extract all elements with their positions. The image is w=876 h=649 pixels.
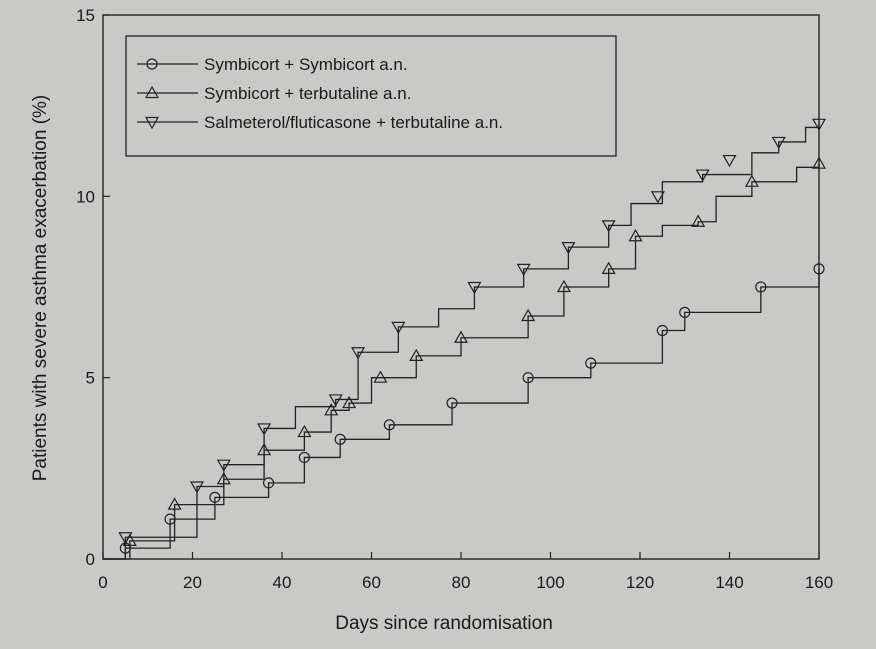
- series-salmeterol-fluticasone: [103, 118, 827, 560]
- x-tick-label: 140: [715, 573, 743, 592]
- data-point-salmeterol-fluticasone: [811, 118, 827, 132]
- data-point-symbicort-symbicort: [446, 397, 458, 409]
- y-tick-label: 10: [76, 187, 95, 206]
- legend-marker: [146, 58, 158, 70]
- data-point-salmeterol-fluticasone: [351, 347, 366, 360]
- x-tick-label: 160: [805, 573, 833, 592]
- y-tick-label: 5: [86, 369, 95, 388]
- data-point-symbicort-symbicort: [262, 477, 275, 489]
- series-line-symbicort-symbicort: [103, 268, 820, 560]
- legend-label: Symbicort + terbutaline a.n.: [204, 84, 411, 103]
- y-tick-label: 15: [76, 6, 95, 25]
- legend-entry-symbicort-terbutaline: Symbicort + terbutaline a.n.: [137, 84, 411, 103]
- x-tick-label: 60: [362, 573, 381, 592]
- data-point-salmeterol-fluticasone: [771, 136, 786, 150]
- data-point-salmeterol-fluticasone: [391, 321, 406, 335]
- series-layer: [103, 118, 827, 560]
- legend-box: [125, 35, 617, 157]
- series-line-salmeterol-fluticasone: [103, 123, 820, 560]
- legend-marker: [144, 85, 160, 99]
- legend-label: Symbicort + Symbicort a.n.: [204, 55, 408, 74]
- legend: Symbicort + Symbicort a.n. Symbicort + te…: [125, 35, 617, 157]
- data-point-salmeterol-fluticasone: [695, 169, 710, 182]
- legend-entry-salmeterol-fluticasone: Salmeterol/fluticasone + terbutaline a.n…: [137, 113, 503, 132]
- y-axis-title: Patients with severe asthma exacerbation…: [30, 95, 51, 482]
- data-point-symbicort-symbicort: [298, 451, 310, 464]
- data-point-symbicort-terbutaline: [409, 348, 424, 362]
- data-point-symbicort-terbutaline: [453, 330, 469, 343]
- legend-label: Salmeterol/fluticasone + terbutaline a.n…: [204, 113, 503, 132]
- x-tick-label: 120: [626, 573, 654, 592]
- x-tick-label: 100: [536, 573, 564, 592]
- data-point-symbicort-terbutaline: [744, 174, 759, 187]
- legend-entry-symbicort-symbicort: Symbicort + Symbicort a.n.: [137, 55, 408, 74]
- data-point-symbicort-symbicort: [209, 491, 221, 503]
- data-point-symbicort-symbicort: [813, 263, 825, 275]
- data-point-symbicort-terbutaline: [811, 156, 827, 169]
- data-point-symbicort-terbutaline: [521, 308, 536, 322]
- data-point-symbicort-symbicort: [656, 324, 668, 337]
- data-point-symbicort-symbicort: [755, 281, 767, 293]
- data-point-symbicort-terbutaline: [628, 229, 643, 242]
- x-axis-title: Days since randomisation: [335, 613, 553, 634]
- data-point-symbicort-terbutaline: [324, 403, 339, 416]
- series-line-symbicort-terbutaline: [103, 163, 820, 560]
- plot-area: 0 20 40 60 80 100 120 140 160 0 5 10 15: [76, 6, 833, 592]
- data-point-symbicort-symbicort: [679, 306, 691, 318]
- data-point-salmeterol-fluticasone: [467, 281, 482, 295]
- x-tick-label: 20: [183, 573, 202, 592]
- data-point-symbicort-symbicort: [383, 419, 395, 431]
- data-point-salmeterol-fluticasone: [328, 394, 343, 407]
- x-tick-label: 0: [98, 573, 107, 592]
- series-symbicort-terbutaline: [103, 156, 827, 560]
- series-symbicort-symbicort: [103, 263, 825, 560]
- data-point-salmeterol-fluticasone: [650, 191, 665, 204]
- data-point-salmeterol-fluticasone: [561, 242, 576, 255]
- data-point-symbicort-symbicort: [522, 372, 534, 384]
- data-point-salmeterol-fluticasone: [257, 423, 272, 436]
- data-point-symbicort-terbutaline: [601, 261, 616, 274]
- data-point-symbicort-terbutaline: [342, 395, 357, 409]
- x-tick-label: 40: [273, 573, 292, 592]
- data-point-symbicort-symbicort: [585, 357, 597, 369]
- data-point-salmeterol-fluticasone: [722, 154, 737, 168]
- data-point-salmeterol-fluticasone: [601, 220, 616, 233]
- legend-marker: [144, 116, 160, 130]
- data-point-symbicort-terbutaline: [691, 214, 706, 227]
- data-point-symbicort-terbutaline: [167, 497, 182, 510]
- data-point-symbicort-terbutaline: [556, 279, 571, 293]
- data-point-salmeterol-fluticasone: [189, 481, 205, 494]
- axis-ticks: 0 20 40 60 80 100 120 140 160 0 5 10 15: [76, 6, 833, 592]
- x-tick-label: 80: [452, 573, 471, 592]
- y-tick-label: 0: [86, 550, 95, 569]
- legend-items: Symbicort + Symbicort a.n. Symbicort + te…: [137, 55, 503, 132]
- data-point-salmeterol-fluticasone: [118, 532, 133, 545]
- data-point-salmeterol-fluticasone: [216, 459, 231, 472]
- data-point-salmeterol-fluticasone: [516, 263, 531, 277]
- data-point-symbicort-terbutaline: [297, 424, 312, 438]
- data-point-symbicort-symbicort: [334, 433, 346, 445]
- data-point-symbicort-terbutaline: [373, 370, 388, 383]
